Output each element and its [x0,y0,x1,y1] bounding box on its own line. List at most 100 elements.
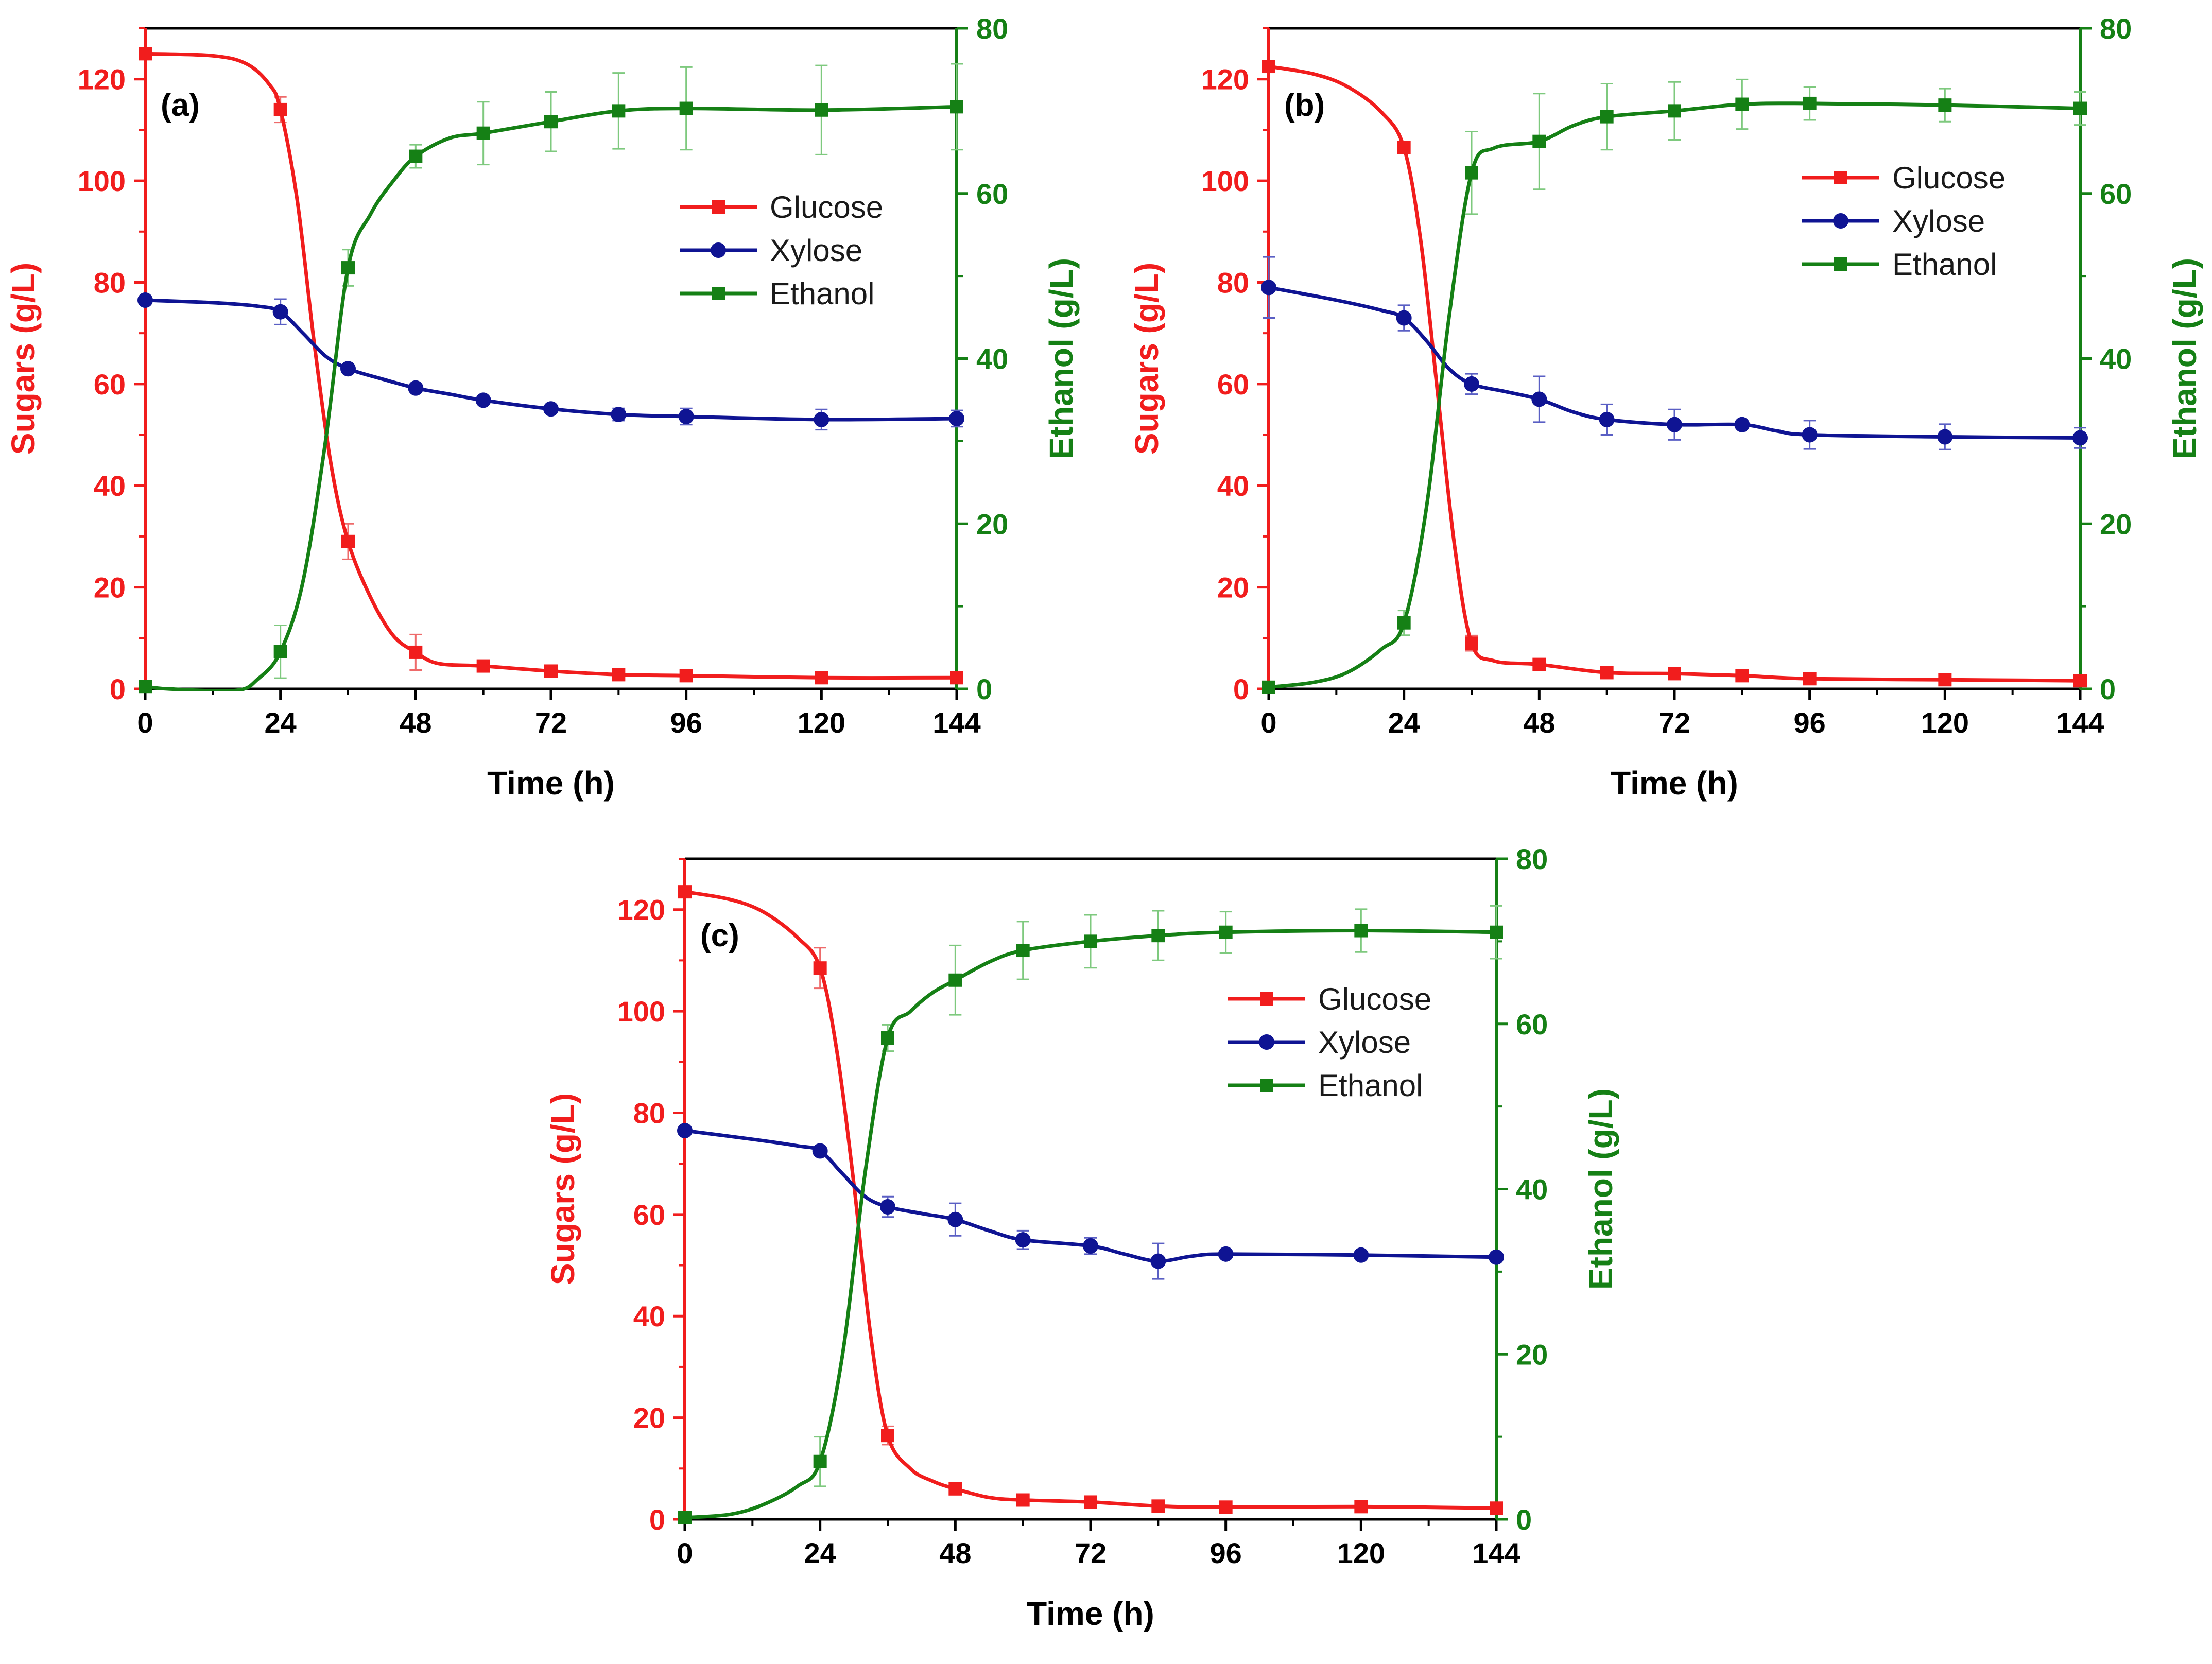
x-tick-label: 120 [1921,706,1969,739]
data-point [1262,680,1275,694]
data-point [1532,134,1546,148]
data-point [1218,1246,1234,1262]
x-tick-label: 24 [1388,706,1420,739]
data-point [409,149,423,163]
panel-label: (c) [700,918,739,954]
data-point [1083,1238,1098,1254]
data-point [1465,636,1478,650]
right-y-tick-label: 40 [1516,1173,1548,1206]
series-line [145,298,957,422]
x-tick-label: 144 [2056,706,2104,739]
data-point [1084,934,1097,948]
data-point [1354,924,1368,938]
data-point [408,380,424,396]
series-line [685,890,1496,1510]
data-point [2073,101,2087,115]
data-point [1735,97,1749,111]
data-point [1735,669,1749,683]
data-point [678,1511,692,1524]
data-point [815,671,828,685]
data-point [1531,391,1547,407]
right-y-tick-label: 80 [976,12,1008,45]
right-y-tick-label: 0 [1516,1503,1532,1536]
data-point [475,392,491,408]
right-y-tick-label: 20 [976,508,1008,540]
right-y-tick-label: 40 [2100,343,2132,375]
data-point [1219,925,1233,939]
series-xylose [137,292,964,431]
legend-marker [1834,171,1847,184]
data-point [1668,104,1681,118]
data-point [612,104,626,118]
left-y-tick-label: 100 [617,995,665,1028]
series-line [685,929,1496,1520]
data-point [1465,166,1478,180]
data-point [1599,411,1615,427]
legend-label-xylose: Xylose [1318,1025,1411,1060]
data-point [678,885,692,899]
x-tick-label: 96 [1794,706,1826,739]
legend-label-ethanol: Ethanol [1318,1068,1423,1103]
right-y-tick-label: 80 [2100,12,2132,45]
data-point [1600,666,1614,680]
left-y-tick-label: 60 [633,1199,665,1231]
legend-marker [711,242,726,258]
x-tick-label: 144 [1472,1537,1520,1569]
data-point [1151,929,1165,943]
data-point [341,261,355,275]
data-point [948,1482,962,1496]
legend: Glucose Xylose Ethanol [1802,161,2006,282]
data-point [947,1211,963,1227]
legend-label-ethanol: Ethanol [770,276,875,311]
series-glucose [139,47,963,685]
data-point [1396,310,1412,326]
left-y-tick-label: 120 [78,63,126,96]
series-xylose [1261,256,2088,450]
data-point [273,645,287,658]
left-y-tick-label: 40 [1217,470,1249,502]
right-y-axis-title: Ethanol (g/L) [1043,258,1080,459]
data-point [1261,280,1276,296]
left-y-tick-label: 100 [1201,165,1249,197]
legend-label-glucose: Glucose [1318,982,1431,1016]
data-point [950,100,963,114]
left-y-tick-label: 0 [1233,673,1249,705]
data-point [1219,1500,1233,1514]
left-y-tick-label: 20 [94,571,126,604]
left-y-axis-title: Sugars (g/L) [5,263,42,455]
x-axis-title: Time (h) [1027,1595,1154,1632]
data-point [812,1143,828,1159]
data-point [813,961,827,975]
legend-label-xylose: Xylose [1892,204,1985,238]
left-y-tick-label: 0 [110,673,126,705]
right-y-tick-label: 80 [1516,843,1548,875]
data-point [1084,1495,1097,1509]
data-point [2073,674,2087,688]
data-point [409,645,423,659]
data-point [137,292,153,308]
data-point [544,115,558,129]
series-xylose [677,1123,1504,1280]
x-axis-title: Time (h) [487,765,615,802]
series-ethanol [678,905,1503,1524]
data-point [813,1454,827,1468]
data-point [341,534,355,548]
right-y-tick-label: 60 [976,178,1008,210]
data-point [1262,60,1275,74]
panel-label: (b) [1284,88,1325,123]
data-point [340,361,356,377]
x-tick-label: 24 [265,706,297,739]
right-y-tick-label: 60 [1516,1008,1548,1041]
data-point [880,1199,895,1215]
data-point [2072,430,2088,446]
right-y-axis-title: Ethanol (g/L) [2166,258,2203,459]
data-point [815,103,828,117]
series-glucose [1262,60,2087,688]
left-y-tick-label: 120 [1201,63,1249,96]
data-point [1015,1232,1031,1248]
left-y-tick-label: 0 [649,1503,665,1536]
chart-panel-a: 0 24 48 72 96 120 144020406080100120020406080T… [5,12,1080,802]
left-y-tick-label: 80 [1217,266,1249,299]
x-axis-title: Time (h) [1611,765,1738,802]
left-y-tick-label: 80 [633,1097,665,1129]
